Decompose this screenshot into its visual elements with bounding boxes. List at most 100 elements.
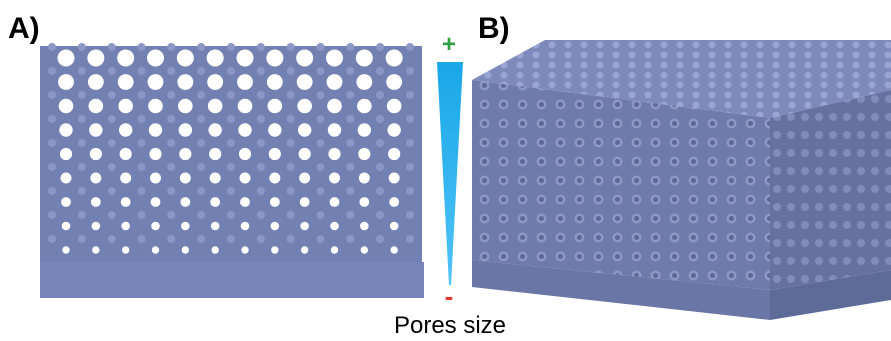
strut-node [287, 163, 295, 171]
strut-node [78, 43, 86, 51]
strut-node [406, 163, 414, 171]
strut-node [317, 211, 325, 219]
pore [238, 99, 253, 114]
pore [271, 222, 280, 231]
pore [88, 74, 104, 90]
strut-node [108, 91, 116, 99]
pore [182, 246, 189, 253]
pore [178, 99, 193, 114]
pore [118, 99, 133, 114]
strut-node [406, 91, 414, 99]
strut-node [317, 43, 325, 51]
pore [147, 50, 164, 67]
strut-node [227, 43, 235, 51]
pore [180, 197, 190, 207]
strut-node [287, 235, 295, 243]
strut-node [138, 43, 146, 51]
pore [269, 148, 281, 160]
strut-node [197, 43, 205, 51]
pore [296, 50, 313, 67]
pore [181, 222, 190, 231]
strut-node [317, 139, 325, 147]
strut-node [346, 67, 354, 75]
strut-node [287, 115, 295, 123]
pore-size-wedge [437, 62, 463, 285]
strut-node [346, 211, 354, 219]
pore [152, 246, 159, 253]
pore [387, 123, 400, 136]
pore [120, 148, 132, 160]
pore [389, 197, 399, 207]
pore [389, 173, 400, 184]
strut-node [257, 163, 265, 171]
strut-node [108, 163, 116, 171]
strut-node [167, 139, 175, 147]
pore [177, 50, 194, 67]
strut-node [227, 187, 235, 195]
strut-node [227, 115, 235, 123]
pore [270, 197, 280, 207]
pore [177, 74, 193, 90]
pore [121, 222, 130, 231]
strut-node [346, 43, 354, 51]
strut-node [406, 115, 414, 123]
pore [91, 197, 101, 207]
pore [269, 173, 280, 184]
strut-node [48, 115, 56, 123]
pore [59, 99, 74, 114]
strut-node [138, 235, 146, 243]
strut-node [317, 115, 325, 123]
strut-node [406, 139, 414, 147]
strut-node [138, 115, 146, 123]
pore [92, 222, 101, 231]
pore [390, 222, 399, 231]
pore [180, 173, 191, 184]
strut-node [227, 139, 235, 147]
strut-node [108, 235, 116, 243]
strut-node [108, 139, 116, 147]
pore [87, 50, 104, 67]
strut-node [317, 91, 325, 99]
strut-node [346, 91, 354, 99]
pore [330, 222, 339, 231]
strut-node [78, 163, 86, 171]
pore [359, 197, 369, 207]
scale-max: + [442, 31, 456, 58]
strut-node [287, 211, 295, 219]
pore [241, 246, 248, 253]
strut-node [78, 187, 86, 195]
pore [300, 222, 309, 231]
strut-node [167, 115, 175, 123]
strut-node [346, 163, 354, 171]
pore [208, 123, 221, 136]
pore [120, 173, 131, 184]
pore [210, 173, 221, 184]
pore [179, 148, 191, 160]
strut-node [317, 187, 325, 195]
strut-node [138, 211, 146, 219]
strut-node [167, 163, 175, 171]
strut-node [257, 211, 265, 219]
pore [237, 50, 254, 67]
strut-node [227, 211, 235, 219]
strut-node [287, 187, 295, 195]
scale-min: - [445, 281, 454, 311]
pore [356, 74, 372, 90]
strut-node [257, 139, 265, 147]
pore [210, 197, 220, 207]
pore [388, 148, 400, 160]
pore [179, 123, 192, 136]
strut-node [78, 115, 86, 123]
pore [89, 123, 102, 136]
strut-node [197, 91, 205, 99]
pore [62, 222, 71, 231]
pore [148, 74, 164, 90]
pore [207, 74, 223, 90]
strut-node [197, 235, 205, 243]
strut-node [48, 187, 56, 195]
pore [211, 222, 220, 231]
strut-node [317, 67, 325, 75]
strut-node [406, 43, 414, 51]
panel-label: B) [478, 12, 510, 45]
pore [266, 50, 283, 67]
